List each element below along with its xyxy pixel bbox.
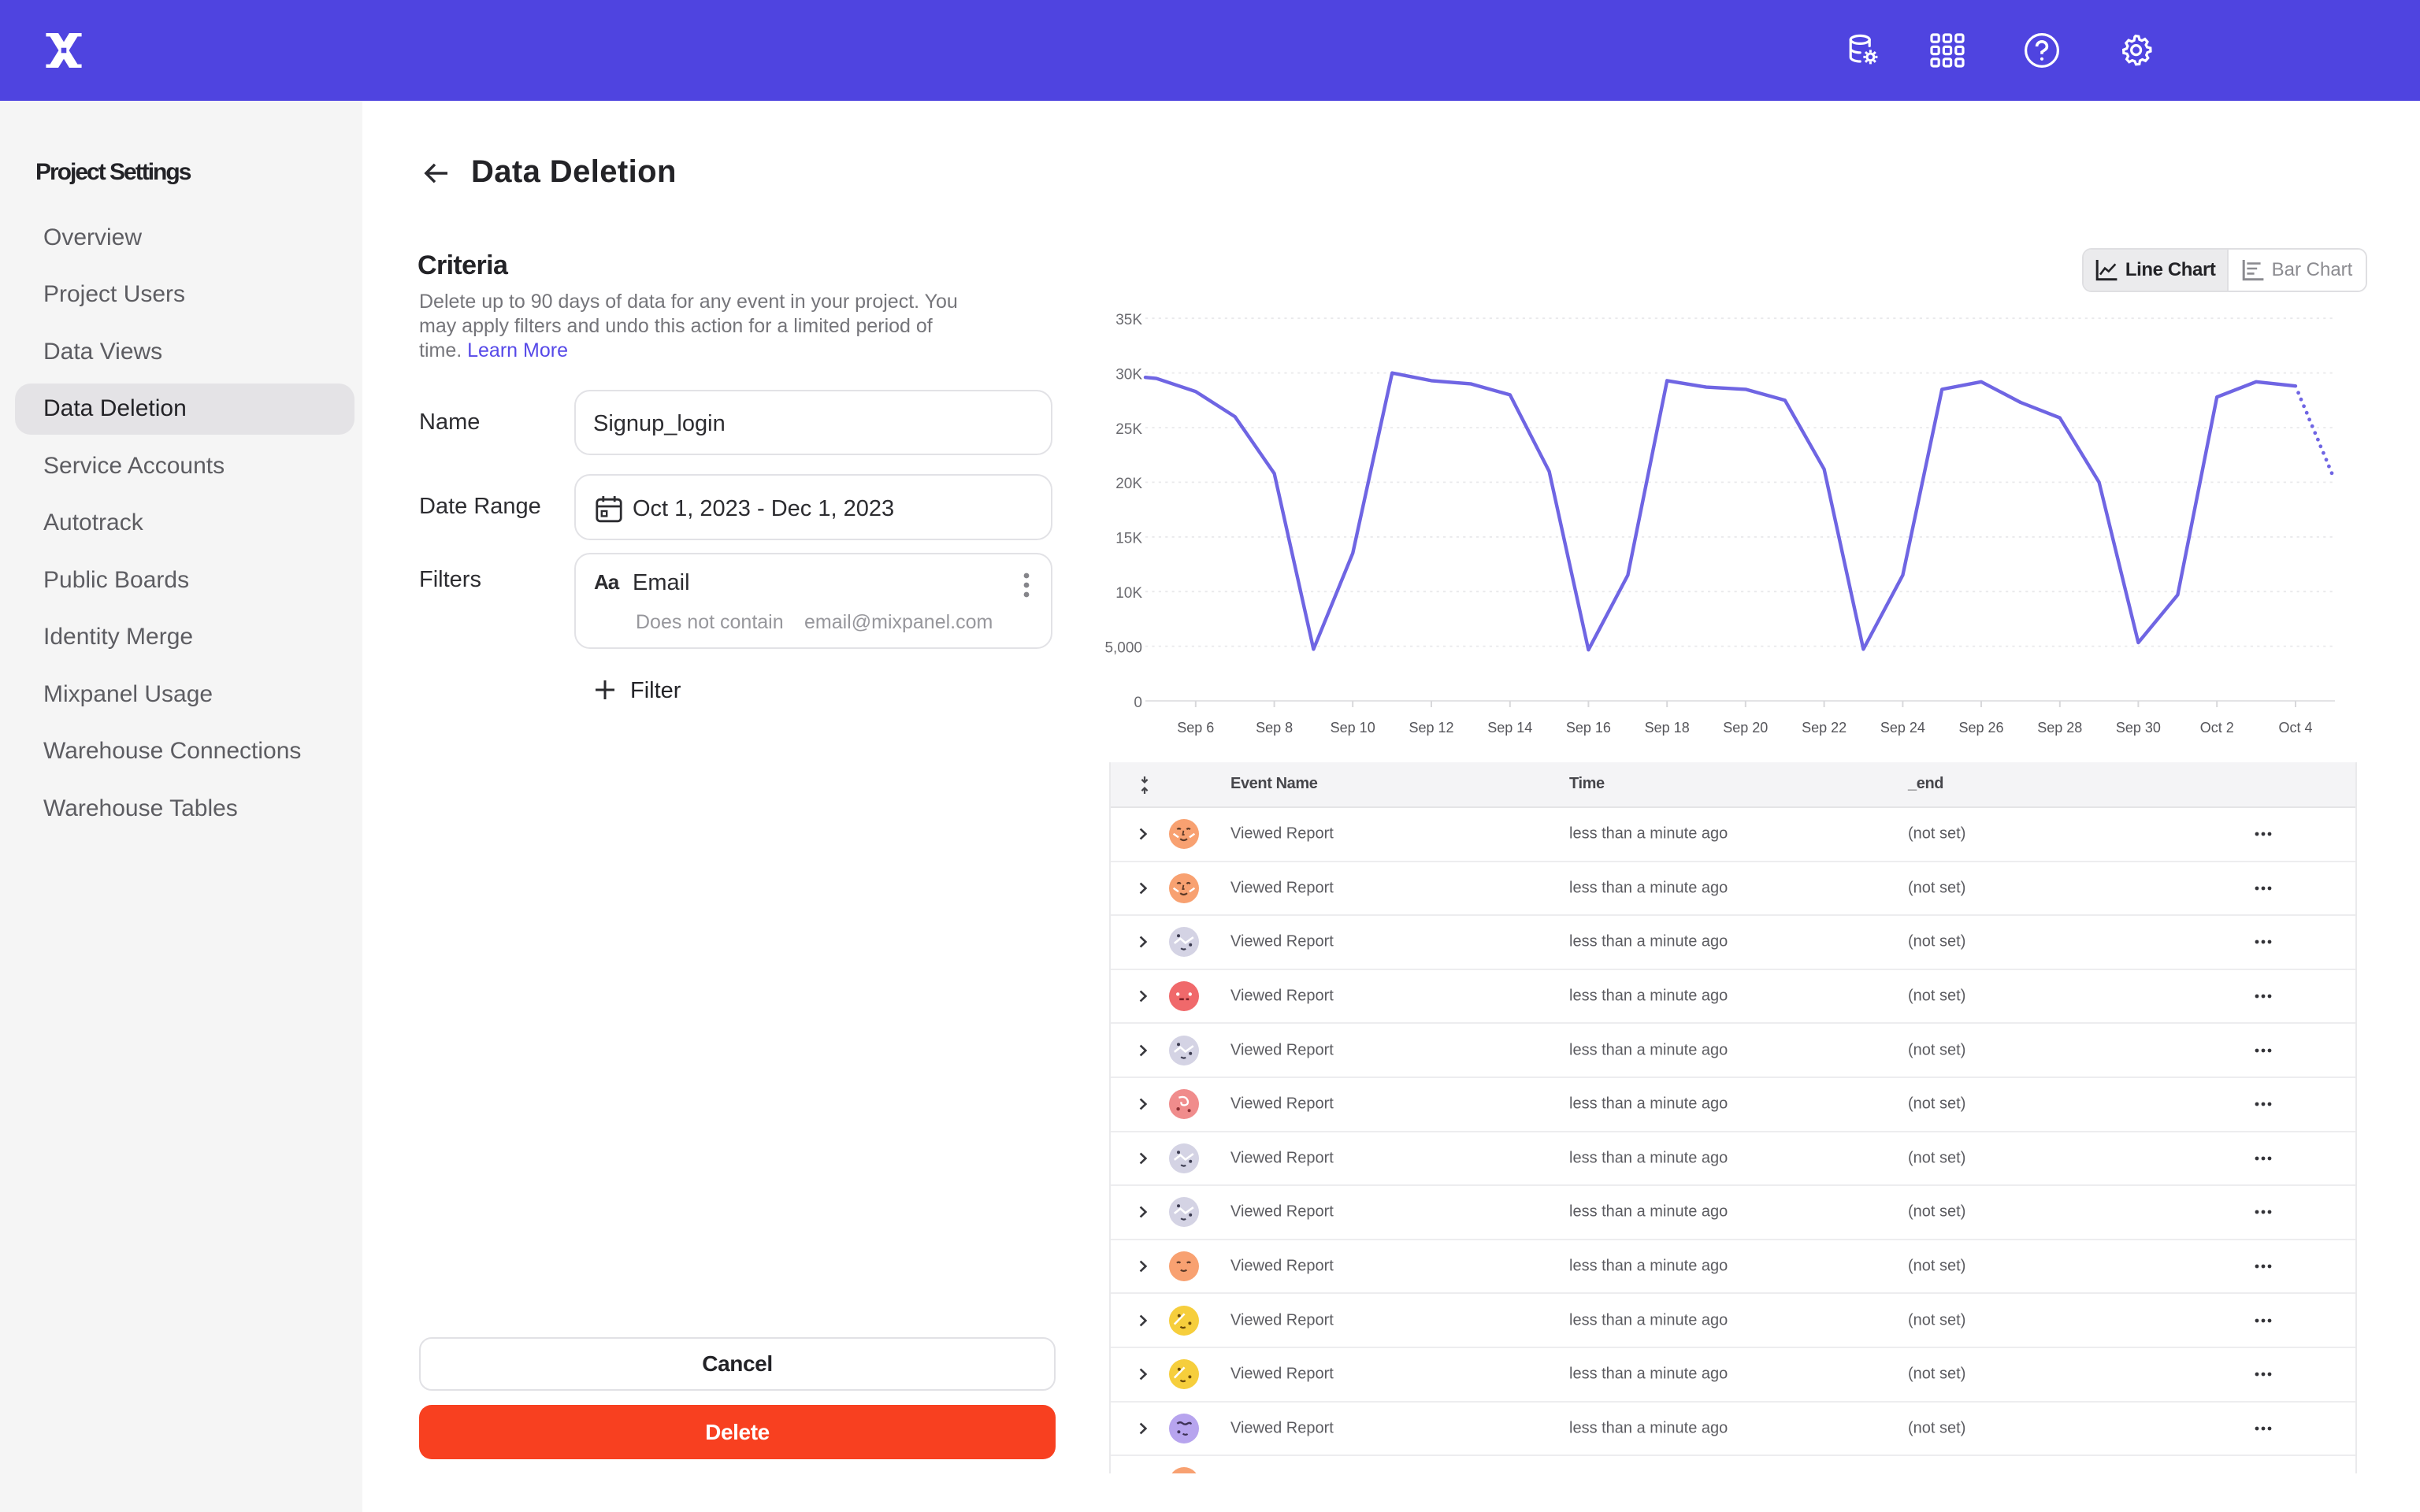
svg-text:35K: 35K bbox=[1115, 312, 1142, 328]
svg-text:Oct 4: Oct 4 bbox=[2278, 720, 2312, 736]
svg-text:Sep 30: Sep 30 bbox=[2116, 720, 2161, 736]
svg-text:15K: 15K bbox=[1115, 531, 1142, 547]
svg-text:Sep 20: Sep 20 bbox=[1723, 720, 1768, 736]
svg-text:30K: 30K bbox=[1115, 366, 1142, 383]
svg-text:Sep 24: Sep 24 bbox=[1880, 720, 1925, 736]
svg-text:Oct 2: Oct 2 bbox=[2200, 720, 2234, 736]
svg-text:Sep 6: Sep 6 bbox=[1177, 720, 1214, 736]
svg-text:Sep 8: Sep 8 bbox=[1256, 720, 1293, 736]
svg-text:25K: 25K bbox=[1115, 421, 1142, 438]
svg-text:20K: 20K bbox=[1115, 476, 1142, 492]
svg-text:Sep 16: Sep 16 bbox=[1566, 720, 1611, 736]
svg-text:0: 0 bbox=[1134, 695, 1142, 711]
svg-text:Sep 26: Sep 26 bbox=[1958, 720, 2003, 736]
svg-text:Sep 10: Sep 10 bbox=[1331, 720, 1375, 736]
svg-text:Sep 12: Sep 12 bbox=[1409, 720, 1453, 736]
svg-text:5,000: 5,000 bbox=[1104, 639, 1142, 656]
svg-text:Sep 18: Sep 18 bbox=[1645, 720, 1690, 736]
svg-text:10K: 10K bbox=[1115, 585, 1142, 602]
svg-text:Sep 28: Sep 28 bbox=[2037, 720, 2082, 736]
svg-text:Sep 22: Sep 22 bbox=[1802, 720, 1847, 736]
svg-text:Sep 14: Sep 14 bbox=[1487, 720, 1532, 736]
